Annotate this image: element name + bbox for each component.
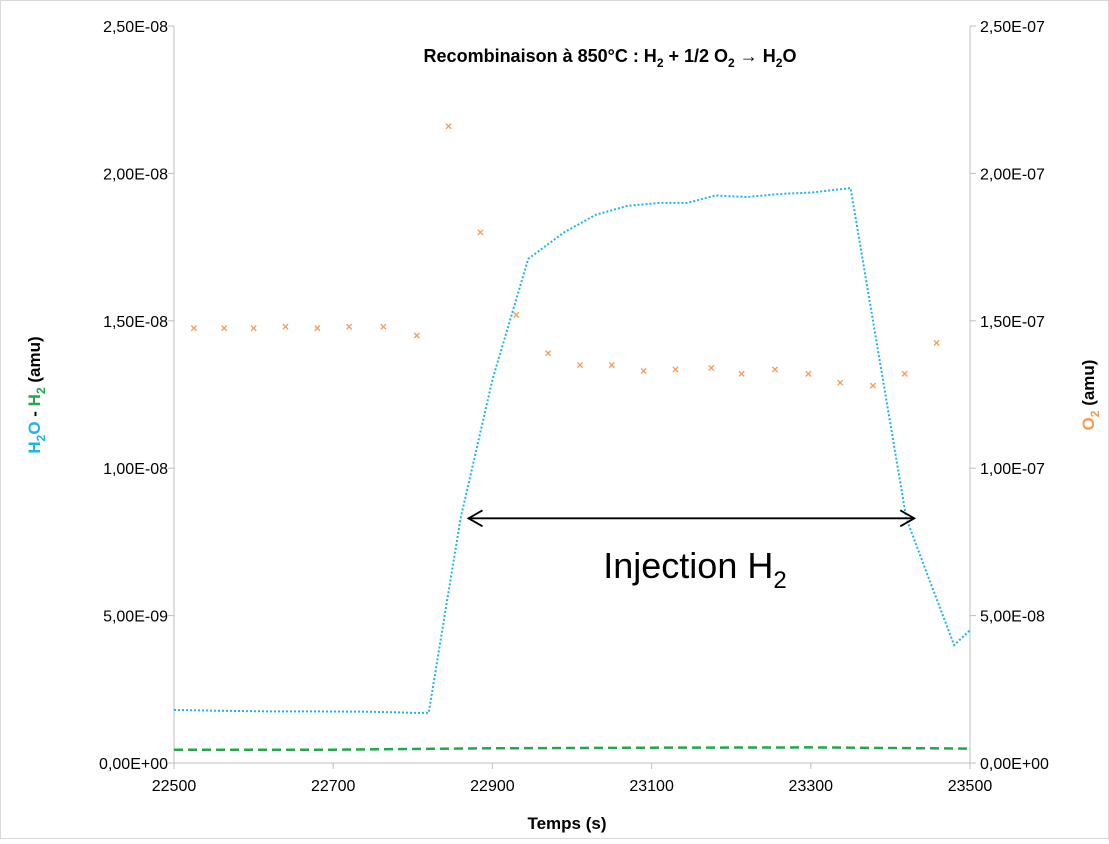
o2-point [640, 367, 647, 374]
o2-point [608, 361, 615, 369]
o2-point-stroke [672, 366, 679, 373]
o2-point-stroke [933, 339, 940, 346]
y-right-tick-label: 2,00E-07 [980, 166, 1045, 183]
o2-point-stroke [901, 370, 908, 377]
o2-point-stroke [250, 325, 257, 332]
y-left-tick-label: 0,00E+00 [99, 756, 168, 773]
x-tick-label: 23500 [948, 778, 993, 795]
o2-point [708, 364, 715, 372]
x-tick-label: 22700 [311, 778, 356, 795]
h2o-series-line [173, 186, 971, 714]
y-left-tick-label: 1,00E-08 [103, 461, 168, 478]
o2-point-stroke [738, 370, 745, 377]
o2-point [513, 311, 520, 318]
o2-point-stroke [513, 311, 520, 318]
x-tick-label: 22500 [152, 778, 197, 795]
x-tick-label: 23100 [629, 778, 674, 795]
o2-point-stroke [805, 370, 812, 377]
o2-point [672, 366, 679, 373]
o2-point-stroke [282, 323, 289, 330]
o2-point [576, 361, 584, 369]
y-right-tick-label: 1,00E-07 [980, 461, 1045, 478]
o2-point-stroke [413, 332, 420, 339]
x-tick-label: 23300 [789, 778, 834, 795]
o2-point-stroke [346, 323, 353, 330]
o2-point-stroke [837, 379, 844, 386]
o2-point-stroke [576, 361, 584, 369]
o2-point-stroke [869, 382, 876, 389]
o2-point [545, 350, 552, 357]
o2-point [869, 382, 876, 389]
o2-point [413, 332, 420, 339]
o2-point-stroke [221, 325, 228, 332]
y-axis-left-label: H2O - H2 (amu) [25, 336, 48, 453]
o2-point-stroke [314, 325, 321, 332]
o2-point-stroke [190, 325, 197, 332]
y-left-tick-label: 5,00E-09 [103, 609, 168, 626]
o2-point [477, 229, 484, 236]
o2-point [250, 325, 257, 332]
injection-arrow-head-right [899, 509, 917, 528]
o2-point-stroke [545, 350, 552, 357]
o2-point [314, 325, 321, 332]
o2-point [282, 323, 289, 330]
y-left-tick-label: 2,50E-08 [103, 19, 168, 36]
injection-arrow-head-left [466, 509, 483, 528]
o2-point [221, 325, 228, 332]
h2-series-line [174, 746, 971, 751]
y-right-tick-label: 2,50E-07 [980, 19, 1045, 36]
o2-point [805, 370, 812, 377]
x-tick-label: 22900 [470, 778, 515, 795]
injection-annotation [466, 509, 917, 528]
o2-point [738, 370, 745, 377]
o2-point [190, 325, 197, 332]
o2-point [933, 339, 940, 346]
o2-point [837, 379, 844, 386]
o2-point-stroke [708, 364, 715, 372]
o2-point-stroke [445, 123, 452, 130]
o2-point-stroke [380, 323, 387, 330]
o2-point-stroke [477, 229, 484, 236]
o2-point [346, 323, 353, 330]
axes: 22500 22700 22900 23100 23300 23500 0,00E+00 5,… [99, 19, 1049, 795]
o2-point [901, 370, 908, 377]
x-axis-label: Temps (s) [527, 814, 606, 833]
o2-point [771, 366, 779, 373]
y-right-tick-label: 1,50E-07 [980, 314, 1045, 331]
o2-point [380, 323, 387, 330]
y-left-tick-label: 2,00E-08 [103, 166, 168, 183]
series-layer [173, 123, 971, 751]
y-right-tick-label: 5,00E-08 [980, 609, 1045, 626]
y-right-tick-label: 0,00E+00 [980, 756, 1049, 773]
injection-label: Injection H2 [603, 545, 786, 594]
o2-point-stroke [640, 367, 647, 374]
o2-point-stroke [608, 361, 615, 369]
y-left-tick-label: 1,50E-08 [103, 314, 168, 331]
chart-title: Recombinaison à 850°C : H2 + 1/2 O2 → H2… [424, 46, 797, 70]
o2-point [445, 123, 452, 130]
y-axis-right-label: O2 (amu) [1079, 360, 1102, 431]
o2-point-stroke [771, 366, 779, 373]
